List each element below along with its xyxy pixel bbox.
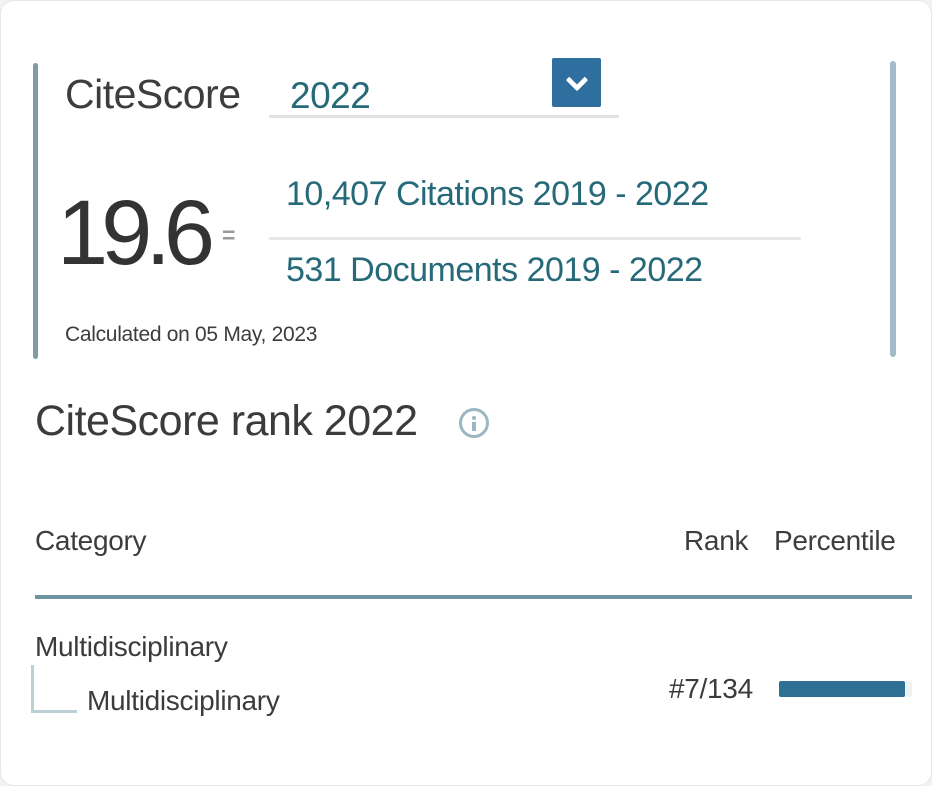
subcategory-label: Multidisciplinary [87,685,280,716]
column-header-rank: Rank [684,525,749,556]
citescore-year-value[interactable]: 2022 [290,75,371,116]
info-icon[interactable] [459,408,489,438]
percentile-bar-fill [779,681,906,697]
tree-branch-icon [31,665,77,713]
citations-link[interactable]: 10,407 Citations 2019 - 2022 [286,175,709,213]
rank-value: #7/134 [669,673,753,704]
parent-category-label: Multidisciplinary [35,631,228,662]
table-header-divider [35,595,912,599]
citescore-accent-line [33,63,38,359]
citescore-value: 19.6 [57,182,215,284]
year-dropdown-underline [269,115,619,118]
fraction-divider-line [269,237,801,240]
panel-right-divider [890,61,896,357]
equals-sign: = [222,222,236,248]
year-dropdown-button[interactable] [552,58,601,107]
rank-section-title: CiteScore rank 2022 [35,397,418,445]
calculated-on-text: Calculated on 05 May, 2023 [65,323,318,346]
citescore-title: CiteScore [65,71,241,117]
column-header-percentile: Percentile [774,525,896,556]
documents-link[interactable]: 531 Documents 2019 - 2022 [286,251,703,289]
column-header-category: Category [35,525,147,556]
chevron-down-icon [565,68,588,91]
percentile-bar-track [779,681,912,697]
